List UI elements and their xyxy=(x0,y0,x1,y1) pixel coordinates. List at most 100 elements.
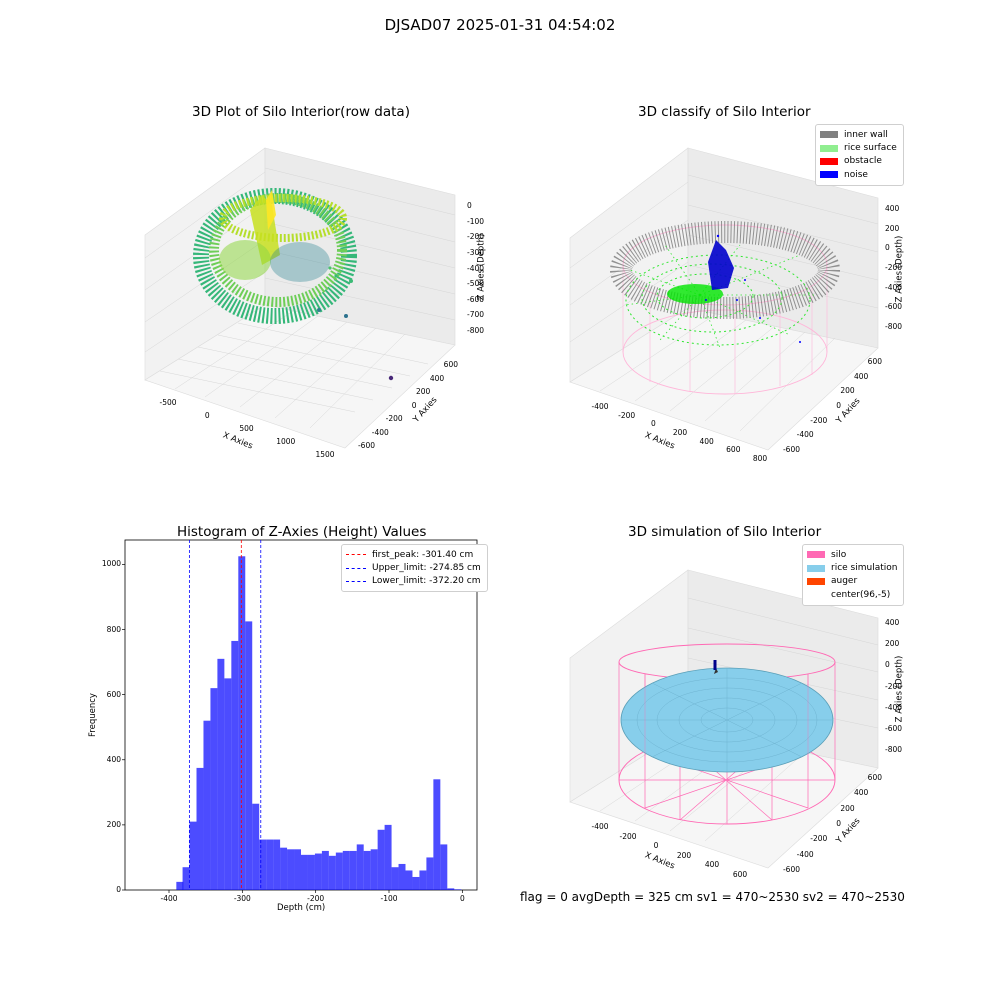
x-tick-label: 800 xyxy=(752,454,768,463)
y-tick-label: 400 xyxy=(429,373,445,383)
y-tick-label: 600 xyxy=(867,357,882,366)
raw-3d-plot xyxy=(144,147,456,449)
legend-label: noise xyxy=(844,169,868,180)
histogram-bar xyxy=(426,857,434,890)
histogram-bar xyxy=(217,658,225,890)
y-tick-label: 600 xyxy=(443,360,458,369)
histogram-xlabel: Depth (cm) xyxy=(277,903,326,913)
histogram-bar xyxy=(176,881,184,890)
legend-line-swatch xyxy=(346,580,366,582)
y-tick-label: -600 xyxy=(782,865,800,874)
simulation-legend: silo rice simulation auger center(96,-5) xyxy=(802,544,905,606)
histogram-legend-item: first_peak: -301.40 cm xyxy=(346,548,481,561)
raw-plot-title: 3D Plot of Silo Interior(row data) xyxy=(192,104,410,120)
histogram-chart xyxy=(122,539,478,893)
legend-label: Upper_limit: -274.85 cm xyxy=(372,563,481,574)
histogram-bar xyxy=(349,850,357,890)
histogram-bar xyxy=(384,824,392,890)
histogram-bar xyxy=(189,821,197,890)
legend-item: inner wall xyxy=(820,128,897,141)
legend-swatch xyxy=(807,591,825,599)
z-tick-label: 0 xyxy=(885,660,890,670)
x-tick-label: 200 xyxy=(676,850,692,860)
histogram-bar xyxy=(370,849,378,890)
z-tick-label: -800 xyxy=(885,322,903,331)
histogram-bar xyxy=(294,849,301,890)
z-tick-label: 400 xyxy=(885,204,900,213)
legend-item: auger xyxy=(807,575,897,588)
z-tick-label: -400 xyxy=(885,702,903,712)
z-axis-label: Z Axies (Depth) xyxy=(894,655,905,723)
histogram-bar xyxy=(238,556,246,890)
histogram-bar xyxy=(342,850,350,890)
histogram-bar xyxy=(273,839,281,890)
status-footer: flag = 0 avgDepth = 325 cm sv1 = 470~253… xyxy=(520,890,905,904)
histogram-legend-item: Lower_limit: -372.20 cm xyxy=(346,575,481,588)
histogram-bar xyxy=(433,779,441,890)
y-tick-label: 0 xyxy=(836,401,841,410)
legend-swatch xyxy=(807,577,825,585)
legend-line-swatch xyxy=(346,554,366,556)
x-tick-label: 0 xyxy=(650,419,656,429)
legend-label: auger xyxy=(831,576,858,587)
z-tick-label: 0 xyxy=(885,243,890,253)
histogram-bar xyxy=(391,867,399,890)
histogram-bar xyxy=(377,829,385,890)
legend-label: rice simulation xyxy=(831,563,898,574)
y-tick-label: 600 xyxy=(867,773,882,782)
z-tick-label: -700 xyxy=(467,310,485,320)
z-tick-label: -100 xyxy=(467,216,485,226)
y-tick-label: -600 xyxy=(782,445,800,454)
histogram-bar xyxy=(405,870,413,890)
histogram-bar xyxy=(266,839,274,890)
classify-plot-title: 3D classify of Silo Interior xyxy=(638,104,811,120)
z-tick-label: -600 xyxy=(467,294,485,304)
histogram-ytick-label: 0 xyxy=(116,885,121,894)
histogram-bar xyxy=(280,847,288,890)
x-tick-label: 1500 xyxy=(315,450,335,459)
z-axis-label: Z Axies (Depth) xyxy=(894,235,905,303)
histogram-bar xyxy=(196,767,204,890)
y-tick-label: 200 xyxy=(840,386,855,396)
y-tick-label: 0 xyxy=(411,400,417,410)
y-tick-label: 0 xyxy=(836,819,841,828)
legend-item: obstacle xyxy=(820,155,897,168)
classify-3d-plot xyxy=(569,147,879,451)
legend-swatch xyxy=(820,171,838,179)
z-tick-label: 200 xyxy=(885,223,900,233)
y-tick-label: -400 xyxy=(371,427,389,437)
x-tick-label: -400 xyxy=(591,822,609,831)
legend-swatch xyxy=(807,564,825,572)
histogram-legend: first_peak: -301.40 cm Upper_limit: -274.… xyxy=(341,544,488,593)
histogram-bar xyxy=(321,850,329,890)
y-tick-label: -400 xyxy=(796,849,814,859)
z-tick-label: -200 xyxy=(885,681,903,691)
simulation-3d-plot xyxy=(569,569,879,869)
z-tick-label: -400 xyxy=(885,282,903,292)
x-tick-label: -200 xyxy=(618,410,636,420)
legend-item: center(96,-5) xyxy=(807,588,897,601)
y-tick-label: 200 xyxy=(416,387,431,396)
x-tick-label: 600 xyxy=(732,870,748,879)
y-tick-label: -400 xyxy=(796,430,814,440)
legend-item: rice simulation xyxy=(807,561,897,574)
legend-item: noise xyxy=(820,168,897,181)
z-tick-label: -200 xyxy=(467,232,485,242)
histogram-bar xyxy=(419,870,427,890)
y-tick-label: -200 xyxy=(810,415,828,425)
legend-label: silo xyxy=(831,549,847,560)
z-tick-label: -800 xyxy=(467,326,485,335)
histogram-bar xyxy=(252,803,260,890)
z-tick-label: -500 xyxy=(467,279,485,289)
histogram-bar xyxy=(224,678,232,890)
histogram-bar xyxy=(203,720,211,890)
z-tick-label: -200 xyxy=(885,263,903,272)
legend-label: first_peak: -301.40 cm xyxy=(372,549,474,560)
x-tick-label: 200 xyxy=(672,428,688,437)
histogram-bar xyxy=(245,621,253,890)
x-tick-label: 500 xyxy=(239,424,254,433)
z-tick-label: 400 xyxy=(885,618,900,627)
histogram-bar xyxy=(307,854,315,890)
histogram-bar xyxy=(454,889,462,890)
histogram-axes-frame xyxy=(124,539,478,891)
